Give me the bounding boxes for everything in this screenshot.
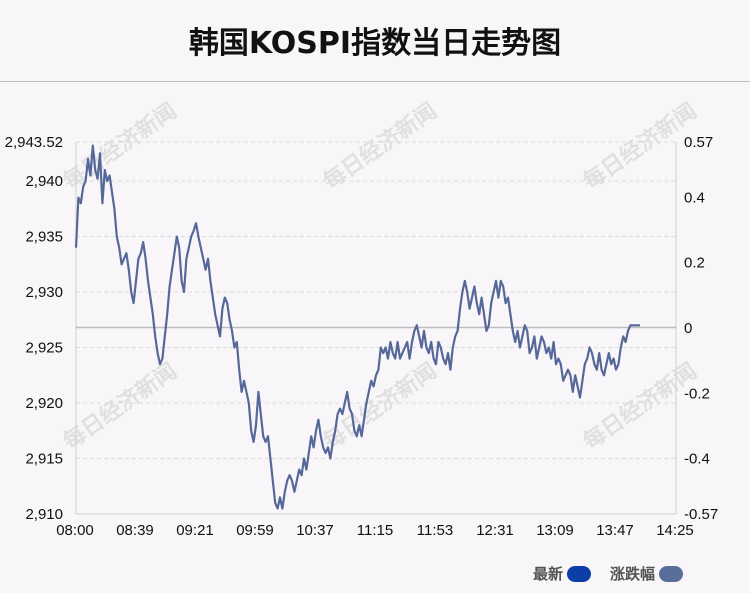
chart-title: 韩国KOSPI指数当日走势图 <box>188 26 562 61</box>
x-tick-label: 08:00 <box>56 522 94 539</box>
legend-label-latest: 最新 <box>533 565 564 583</box>
y-right-tick-label: 0 <box>684 320 692 337</box>
x-tick-label: 11:53 <box>417 522 453 539</box>
x-tick-label: 09:59 <box>236 522 274 539</box>
x-tick-label: 08:39 <box>116 522 154 539</box>
x-tick-label: 13:47 <box>596 522 634 539</box>
watermark-text: 每日经济新闻 <box>59 358 182 455</box>
y-right-tick-label: 0.4 <box>684 189 705 206</box>
y-left-tick-label: 2,940 <box>25 173 63 190</box>
kospi-series-line <box>74 144 640 510</box>
y-left-tick-label: 2,920 <box>25 395 63 412</box>
x-axis-ticks: 08:00 08:39 09:21 09:59 10:37 11:15 11:53 12:31… <box>56 522 694 539</box>
y-left-tick-label: 2,943.52 <box>5 134 63 151</box>
legend-label-change: 涨跌幅 <box>610 565 656 583</box>
y-left-tick-label: 2,925 <box>25 340 63 357</box>
y-left-tick-label: 2,915 <box>25 451 63 468</box>
x-tick-label: 13:09 <box>536 522 574 539</box>
legend-item-latest: 最新 <box>533 563 592 584</box>
watermark-text: 每日经济新闻 <box>59 98 182 195</box>
watermark-text: 每日经济新闻 <box>319 98 442 195</box>
y-axis-right-ticks: 0.57 0.4 0.2 0 -0.2 -0.4 -0.57 <box>684 134 718 523</box>
y-left-tick-label: 2,910 <box>25 506 63 523</box>
y-right-tick-label: -0.2 <box>684 385 710 402</box>
watermark-text: 每日经济新闻 <box>319 358 442 455</box>
y-axis-left-ticks: 2,943.52 2,940 2,935 2,930 2,925 2,920 2,915 2,… <box>5 134 63 523</box>
y-right-tick-label: 0.57 <box>684 134 713 151</box>
title-divider <box>0 81 750 82</box>
legend-item-change: 涨跌幅 <box>610 563 684 584</box>
x-tick-label: 12:31 <box>476 522 514 539</box>
watermark-text: 每日经济新闻 <box>579 358 702 455</box>
x-tick-label: 11:15 <box>357 522 393 539</box>
y-right-tick-label: -0.4 <box>684 451 710 468</box>
x-tick-label: 10:37 <box>296 522 334 539</box>
x-tick-label: 14:25 <box>656 522 694 539</box>
legend-swatch-latest <box>567 565 592 582</box>
y-left-tick-label: 2,935 <box>25 229 63 246</box>
x-tick-label: 09:21 <box>176 522 214 539</box>
y-right-tick-label: 0.2 <box>684 255 705 272</box>
y-right-tick-label: -0.57 <box>684 506 718 523</box>
y-left-tick-label: 2,930 <box>25 284 63 301</box>
legend-swatch-change <box>659 565 684 582</box>
